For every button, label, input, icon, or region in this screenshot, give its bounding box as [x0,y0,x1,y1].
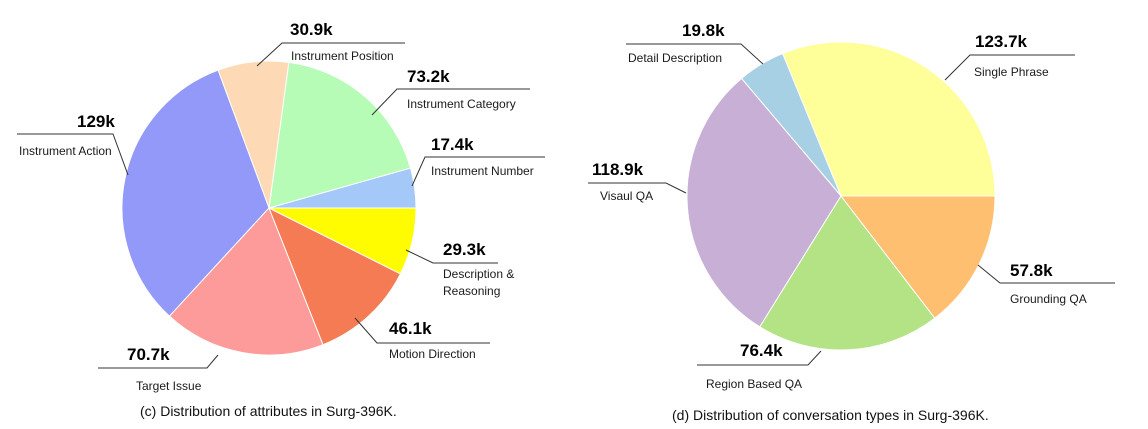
pie-slice-description-and-reasoning [268,207,417,275]
value-label-motion-direction: 46.1k [389,319,432,338]
category-label-visaul-qa: Visaul QA [600,189,653,203]
category-label-description-reasoning-line1: Description & [443,267,514,281]
value-label-grounding-qa: 57.8k [1010,261,1053,280]
leader-detail-description [626,43,764,65]
leader-instrument-category [371,88,530,116]
pie-slice-instrument-category [268,61,412,209]
value-label-single-phrase: 123.7k [975,32,1028,51]
category-label-instrument-action: Instrument Action [19,144,112,158]
value-label-region-based-qa: 76.4k [740,341,783,360]
category-label-grounding-qa: Grounding QA [1010,292,1087,306]
leader-motion-direction [354,317,490,344]
value-label-description-reasoning: 29.3k [443,240,486,259]
leader-single-phrase [944,54,1075,81]
pie-slice-region-based-qa [759,195,936,351]
pie-slice-grounding-qa [839,195,996,319]
value-label-instrument-position: 30.9k [290,20,333,39]
category-label-detail-description: Detail Description [628,51,722,65]
leader-region-based-qa [697,350,822,366]
chart-title-conversation-types: (d) Distribution of conversation types i… [672,407,989,423]
value-label-target-issue: 70.7k [127,345,170,364]
category-label-single-phrase: Single Phrase [974,65,1049,79]
value-label-detail-description: 19.8k [682,21,725,40]
leader-visaul-qa [588,182,687,194]
pie-slice-target-issue [168,207,324,356]
category-label-motion-direction: Motion Direction [389,347,476,361]
leader-target-issue [98,354,219,369]
leader-description-reasoning [405,249,498,264]
pie-slice-motion-direction [268,206,402,346]
category-label-instrument-category: Instrument Category [407,97,516,111]
pie-slice-visaul-qa [686,77,842,328]
value-label-instrument-category: 73.2k [407,67,450,86]
leader-grounding-qa [977,264,1115,284]
category-label-instrument-number: Instrument Number [431,164,534,178]
leader-instrument-action [17,133,129,176]
pie-slice-single-phrase [781,41,996,197]
leader-instrument-position [256,42,405,67]
category-label-description-reasoning-line2: Reasoning [443,284,500,298]
leader-instrument-number [411,156,545,187]
value-label-instrument-action: 129k [77,112,115,131]
value-label-instrument-number: 17.4k [431,135,474,154]
pie-slice-instrument-action [121,69,270,317]
category-label-target-issue: Target Issue [136,379,202,393]
value-label-visaul-qa: 118.9k [592,160,644,179]
chart-title-attributes: (c) Distribution of attributes in Surg-3… [140,403,397,419]
category-label-region-based-qa: Region Based QA [706,377,802,391]
category-label-instrument-position: Instrument Position [291,49,394,63]
pie-chart-attributes: 30.9k Instrument Position 73.2k Instrume… [17,20,545,419]
pie-chart-conversation-types: 19.8k Detail Description 123.7k Single P… [588,21,1115,423]
